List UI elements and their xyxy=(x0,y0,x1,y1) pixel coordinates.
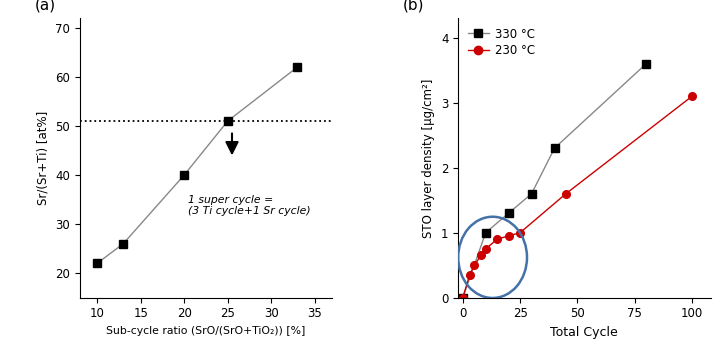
230 °C xyxy=(481,247,490,251)
Line: 230 °C: 230 °C xyxy=(459,92,696,302)
X-axis label: Sub-cycle ratio (SrO/(SrO+TiO₂)) [%]: Sub-cycle ratio (SrO/(SrO+TiO₂)) [%] xyxy=(106,326,305,336)
230 °C xyxy=(470,263,478,267)
230 °C xyxy=(458,295,467,300)
330 °C xyxy=(505,211,513,215)
230 °C xyxy=(505,234,513,238)
Text: 1 super cycle =
(3 Ti cycle+1 Sr cycle): 1 super cycle = (3 Ti cycle+1 Sr cycle) xyxy=(188,195,311,216)
330 °C xyxy=(642,61,650,66)
230 °C xyxy=(515,231,524,235)
230 °C xyxy=(465,273,474,277)
330 °C xyxy=(481,231,490,235)
Text: (b): (b) xyxy=(402,0,424,13)
230 °C xyxy=(562,191,571,196)
230 °C xyxy=(688,94,697,98)
230 °C xyxy=(493,237,502,241)
Legend: 330 °C, 230 °C: 330 °C, 230 °C xyxy=(464,24,539,61)
Line: 330 °C: 330 °C xyxy=(459,60,650,302)
Text: (a): (a) xyxy=(34,0,55,13)
Y-axis label: Sr/(Sr+Ti) [at%]: Sr/(Sr+Ti) [at%] xyxy=(36,111,49,205)
X-axis label: Total Cycle: Total Cycle xyxy=(550,326,618,339)
330 °C xyxy=(527,191,536,196)
330 °C xyxy=(458,295,467,300)
230 °C xyxy=(477,253,486,258)
330 °C xyxy=(550,146,559,150)
Y-axis label: STO layer density [μg/cm²]: STO layer density [μg/cm²] xyxy=(423,78,436,238)
